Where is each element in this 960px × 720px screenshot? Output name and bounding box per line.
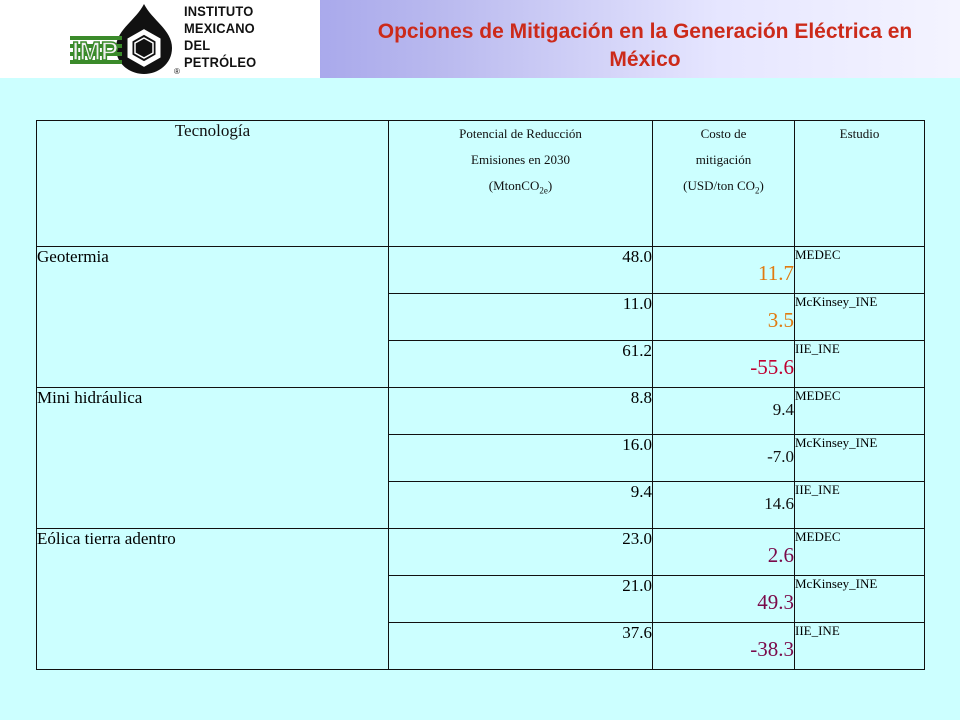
study-cell: McKinsey_INE <box>794 575 925 623</box>
table-row: Eólica tierra adentro 23.0 2.6 MEDEC <box>36 528 925 670</box>
header-cost-unit-sub: 2 <box>755 185 760 196</box>
study-cell: MEDEC <box>794 528 925 576</box>
technology-cell: Mini hidráulica <box>36 387 389 529</box>
table-body: Geotermia 48.0 11.7 MEDEC 11.0 3.5 McKinsey_IN… <box>36 246 925 670</box>
study-cell: McKinsey_INE <box>794 293 925 341</box>
table-row: Mini hidráulica 8.8 9.4 MEDEC <box>36 387 925 529</box>
potential-cell: 9.4 <box>388 481 653 529</box>
svg-text:®: ® <box>174 67 180 76</box>
cost-cell: 11.7 <box>652 246 795 294</box>
header-cost-unit-close: ) <box>759 178 764 193</box>
table-header-row: Tecnología Potencial de Reducción Emisio… <box>36 120 925 247</box>
table-row: Geotermia 48.0 11.7 MEDEC <box>36 246 925 388</box>
table-row: 16.0 -7.0 McKinsey_INE <box>37 434 925 482</box>
header-cost: Costo de mitigación (USD/ton CO2) <box>652 120 795 247</box>
header-study: Estudio <box>794 120 925 247</box>
header-potential-unit-sub: 2e <box>539 185 548 196</box>
header-potential-line3: (MtonCO2e) <box>389 173 652 204</box>
logo-line: DEL <box>184 37 211 53</box>
cost-cell: 2.6 <box>652 528 795 576</box>
table-row: 37.6 -38.3 IIE_INE <box>37 622 925 670</box>
study-cell: IIE_INE <box>794 481 925 529</box>
potential-cell: 8.8 <box>388 387 653 435</box>
logo-line: INSTITUTO <box>184 3 254 19</box>
potential-cell: 16.0 <box>388 434 653 482</box>
header-potential-line1: Potencial de Reducción <box>459 126 582 141</box>
header-cost-unit: (USD/ton CO <box>683 178 756 193</box>
potential-cell: 48.0 <box>388 246 653 294</box>
header-potential-unit: (MtonCO <box>488 178 540 193</box>
svg-text:IMP: IMP <box>72 36 118 66</box>
potential-cell: 37.6 <box>388 622 653 670</box>
cost-cell: 49.3 <box>652 575 795 623</box>
header-cost-line1: Costo de <box>700 126 747 141</box>
header-potential-line2: Emisiones en 2030 <box>471 152 570 167</box>
potential-cell: 61.2 <box>388 340 653 388</box>
logo-line: MEXICANO <box>184 20 255 36</box>
table-row: 11.0 3.5 McKinsey_INE <box>37 293 925 341</box>
header-cost-line2: mitigación <box>695 152 752 167</box>
study-cell: MEDEC <box>794 246 925 294</box>
cost-cell: -38.3 <box>652 622 795 670</box>
study-cell: MEDEC <box>794 387 925 435</box>
cost-cell: 9.4 <box>652 387 795 435</box>
header-potential: Potencial de Reducción Emisiones en 2030… <box>388 120 653 247</box>
header-banner: IMP ® INSTITUTO MEXICANO DEL PETRÓLEO Op… <box>0 0 960 78</box>
page-title: Opciones de Mitigación en la Generación … <box>377 20 913 71</box>
imp-logo-icon: IMP ® <box>70 4 180 76</box>
study-cell: McKinsey_INE <box>794 434 925 482</box>
potential-cell: 11.0 <box>388 293 653 341</box>
potential-cell: 21.0 <box>388 575 653 623</box>
header-cost-line3: (USD/ton CO2) <box>653 173 794 204</box>
study-cell: IIE_INE <box>794 340 925 388</box>
header-potential-unit-close: ) <box>547 178 553 193</box>
header-technology: Tecnología <box>36 120 389 247</box>
logo-area: IMP ® INSTITUTO MEXICANO DEL PETRÓLEO <box>0 0 320 78</box>
logo-wordmark: INSTITUTO MEXICANO DEL PETRÓLEO <box>184 3 256 71</box>
cost-cell: 14.6 <box>652 481 795 529</box>
cost-cell: -7.0 <box>652 434 795 482</box>
cost-cell: 3.5 <box>652 293 795 341</box>
technology-cell: Geotermia <box>36 246 389 388</box>
potential-cell: 23.0 <box>388 528 653 576</box>
logo-line: PETRÓLEO <box>184 54 257 70</box>
mitigation-table: Tecnología Potencial de Reducción Emisio… <box>36 120 925 670</box>
technology-cell: Eólica tierra adentro <box>36 528 389 670</box>
cost-cell: -55.6 <box>652 340 795 388</box>
study-cell: IIE_INE <box>794 622 925 670</box>
